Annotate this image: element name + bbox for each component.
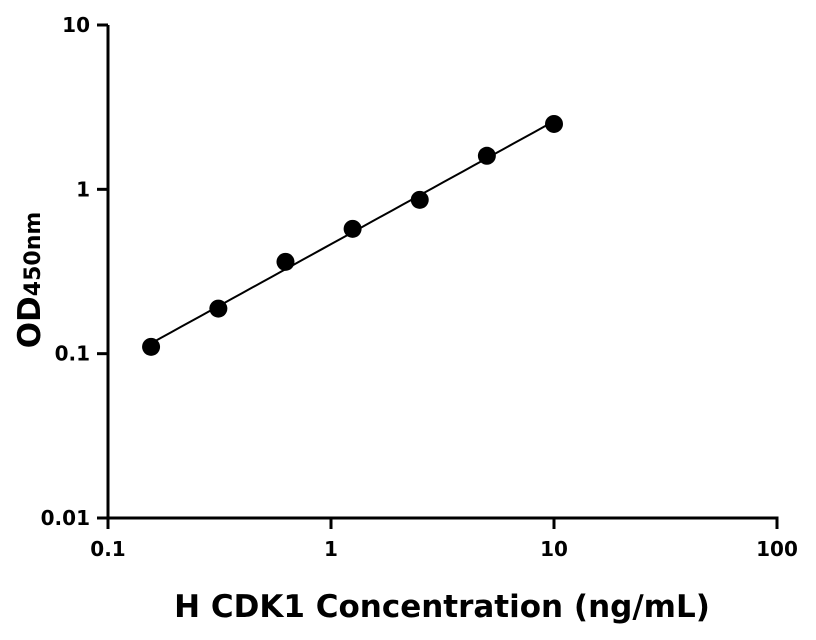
data-point bbox=[477, 146, 496, 165]
x-tick-label: 0.1 bbox=[90, 537, 125, 561]
data-point bbox=[545, 114, 563, 133]
y-tick-label: 10 bbox=[62, 13, 90, 37]
x-axis-title: H CDK1 Concentration (ng/mL) bbox=[174, 589, 710, 625]
y-tick-label: 1 bbox=[76, 177, 90, 201]
y-axis-title: OD450nm bbox=[12, 212, 48, 349]
data-point bbox=[209, 299, 228, 318]
y-tick-label: 0.01 bbox=[41, 506, 90, 530]
x-tick-label: 1 bbox=[324, 537, 338, 561]
data-point bbox=[142, 337, 161, 356]
y-axis-title-subscript: 450nm bbox=[21, 212, 46, 297]
y-tick-label: 0.1 bbox=[55, 342, 90, 366]
data-point bbox=[276, 252, 295, 271]
y-axis-title-main: OD bbox=[12, 296, 48, 348]
x-tick-label: 10 bbox=[540, 537, 568, 561]
data-point bbox=[343, 219, 362, 238]
x-tick-label: 100 bbox=[756, 537, 798, 561]
data-point bbox=[410, 190, 429, 209]
data-points bbox=[142, 114, 563, 356]
